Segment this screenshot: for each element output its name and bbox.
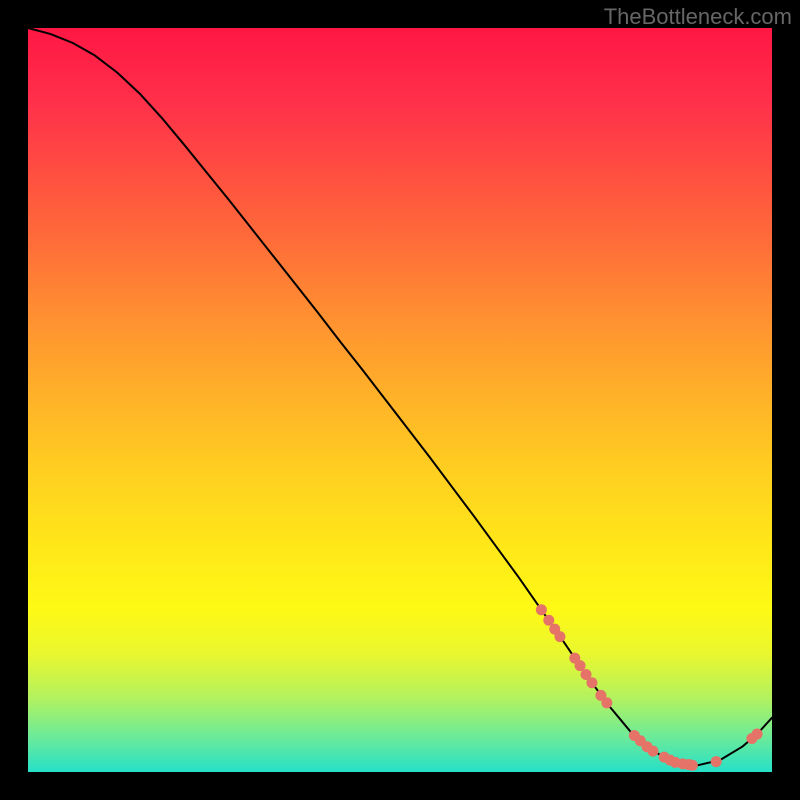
attribution-text: TheBottleneck.com bbox=[604, 0, 800, 30]
chart-svg bbox=[0, 0, 800, 800]
data-marker bbox=[752, 729, 763, 740]
data-marker bbox=[554, 631, 565, 642]
data-marker bbox=[601, 697, 612, 708]
data-marker bbox=[687, 760, 698, 771]
data-marker bbox=[647, 746, 658, 757]
data-marker bbox=[536, 604, 547, 615]
data-marker bbox=[711, 756, 722, 767]
data-marker bbox=[586, 677, 597, 688]
bottleneck-chart: TheBottleneck.com bbox=[0, 0, 800, 800]
